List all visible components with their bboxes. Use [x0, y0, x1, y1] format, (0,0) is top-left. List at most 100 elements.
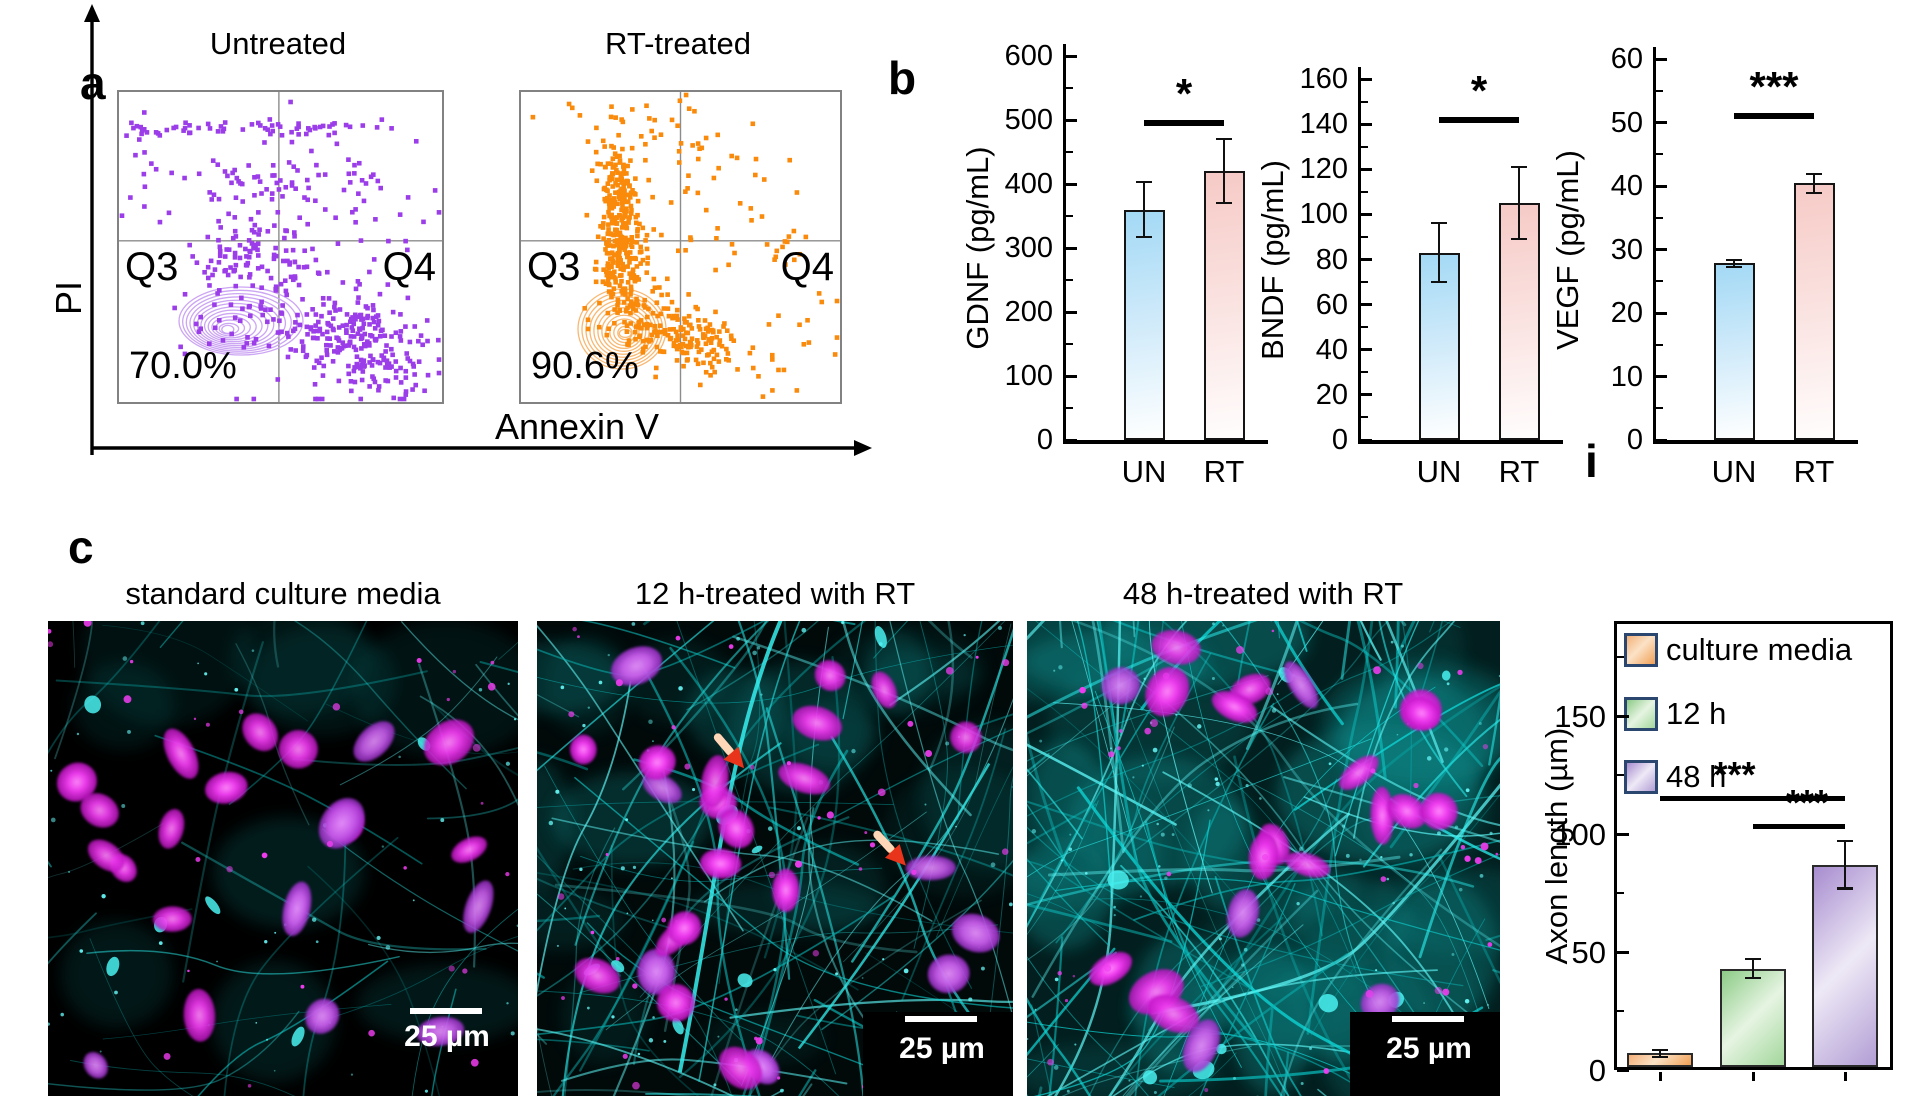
- y-tick-label: 0: [1036, 424, 1053, 456]
- error-bar-cap-top: [1652, 1048, 1668, 1052]
- y-tick-minor: [1066, 343, 1073, 345]
- x-tick: [1843, 1072, 1847, 1081]
- cell-nucleus: [80, 793, 119, 828]
- y-tick-label: 0: [1588, 1053, 1606, 1088]
- error-bar-line: [1659, 1049, 1662, 1058]
- fluorescence-image-sparse: [48, 621, 518, 1096]
- y-tick-major: [1066, 118, 1077, 122]
- significance-line: [1753, 824, 1845, 830]
- bright-cyan-clumps: [84, 695, 431, 1047]
- error-bar-cap-top: [1216, 138, 1232, 141]
- y-tick-label: 140: [1299, 108, 1348, 141]
- cell-nucleus: [700, 848, 742, 879]
- legend-swatch-culture-media: [1624, 633, 1658, 667]
- pi-axis-label: PI: [48, 281, 89, 316]
- y-tick-major: [1656, 57, 1667, 61]
- y-tick-major: [1361, 122, 1372, 126]
- scale-bar-label: 25 µm: [404, 1020, 490, 1053]
- gate-percent: 90.6%: [531, 345, 639, 387]
- annexin-axis-label: Annexin V: [494, 406, 660, 447]
- error-bar-cap-top: [1806, 172, 1822, 175]
- significance-line: [1144, 120, 1224, 127]
- cell-nucleus: [574, 957, 620, 994]
- cell-nucleus: [242, 713, 278, 752]
- cell-nucleus: [638, 745, 676, 780]
- y-axis-arrowhead: [84, 4, 100, 22]
- cell-nucleus: [871, 671, 898, 709]
- panel-a-label: a: [80, 57, 106, 109]
- x-tick: [1751, 1072, 1755, 1081]
- y-tick-minor: [1656, 216, 1663, 219]
- cell-nucleus: [927, 954, 970, 994]
- y-tick-minor: [1066, 215, 1073, 217]
- cell-nucleus: [416, 1016, 465, 1047]
- y-tick-minor: [1617, 892, 1624, 894]
- cell-nucleus: [1387, 794, 1427, 829]
- cell-nucleus: [158, 808, 185, 849]
- panel-i-label: i: [1585, 435, 1598, 487]
- magenta-nuclei-layer: [56, 713, 494, 1079]
- scale-bar: [1392, 1016, 1464, 1022]
- error-bar-cap-top: [1726, 259, 1742, 262]
- magenta-nuclei-layer: [1089, 629, 1458, 1073]
- y-tick-label: 50: [1610, 106, 1643, 139]
- x-tick: [1658, 1072, 1662, 1081]
- bar-chart-bndf: BNDF (pg/mL) 0 20 40 60 80 100 120 140 160 UN RT *: [1238, 30, 1568, 510]
- cell-nucleus: [951, 913, 1000, 953]
- cell-nucleus: [792, 705, 842, 741]
- error-bar-line: [1844, 841, 1847, 889]
- arrowhead: [723, 746, 745, 769]
- y-tick-major: [1066, 438, 1077, 442]
- significance-line: [1734, 113, 1814, 120]
- y-tick-label: 120: [1299, 153, 1348, 186]
- cell-nucleus: [1182, 1019, 1220, 1073]
- cell-nucleus: [814, 660, 846, 691]
- x-axis-line: [1063, 440, 1268, 444]
- error-bar-line: [1518, 166, 1520, 240]
- quadrant-q3-label: Q3: [125, 245, 179, 289]
- flow-plot-title-untreated: Untreated: [209, 26, 347, 61]
- y-tick-major: [1066, 246, 1077, 250]
- y-tick-major: [1656, 311, 1667, 315]
- y-tick-major: [1361, 212, 1372, 216]
- bar-un: [1713, 263, 1755, 440]
- y-tick-major: [1656, 438, 1667, 442]
- y-tick-label: 300: [1004, 232, 1053, 264]
- error-bar-line: [1733, 260, 1735, 267]
- cell-nucleus: [569, 734, 597, 765]
- y-tick-minor: [1656, 280, 1663, 283]
- x-category-label: RT: [1203, 454, 1245, 489]
- cell-nucleus: [1402, 696, 1441, 730]
- y-tick-major: [1066, 54, 1077, 58]
- cell-nucleus: [152, 906, 192, 932]
- y-tick-label: 600: [1004, 40, 1053, 72]
- y-tick-label: 60: [1315, 288, 1348, 321]
- cell-nucleus: [1145, 666, 1190, 717]
- y-tick-minor: [1066, 279, 1073, 281]
- x-category-label: UN: [1416, 454, 1462, 489]
- y-axis-line: [1358, 67, 1361, 442]
- cell-nucleus: [463, 880, 494, 933]
- y-tick-minor: [1617, 774, 1624, 776]
- significance-line: [1439, 116, 1519, 123]
- y-tick-label: 100: [1004, 360, 1053, 392]
- prominent-axon-fiber-2: [797, 762, 991, 1050]
- y-tick-minor: [1617, 656, 1624, 658]
- y-tick-label: 100: [1554, 817, 1606, 852]
- cell-nucleus: [183, 988, 216, 1042]
- flow-plot-title-rt: RT-treated: [605, 26, 751, 61]
- cell-nucleus: [667, 911, 702, 946]
- flow-axes-arrows: [84, 4, 872, 456]
- bar-rt: [1793, 183, 1835, 440]
- cell-nucleus: [163, 728, 199, 779]
- micrograph-standard-media: 25 µm: [48, 621, 518, 1096]
- cell-nucleus: [204, 771, 248, 804]
- y-tick-label: 160: [1299, 63, 1348, 95]
- y-tick-label: 20: [1610, 297, 1643, 329]
- bar-chart-vegf: VEGF (pg/mL) 0 10 20 30 40 50 60 UN RT ***: [1533, 30, 1863, 510]
- y-tick-label: 30: [1610, 233, 1643, 266]
- y-tick-label: 500: [1004, 104, 1053, 136]
- y-tick-minor: [1617, 1010, 1624, 1012]
- x-axis-arrowhead: [854, 440, 872, 456]
- y-tick-label: 150: [1554, 699, 1606, 734]
